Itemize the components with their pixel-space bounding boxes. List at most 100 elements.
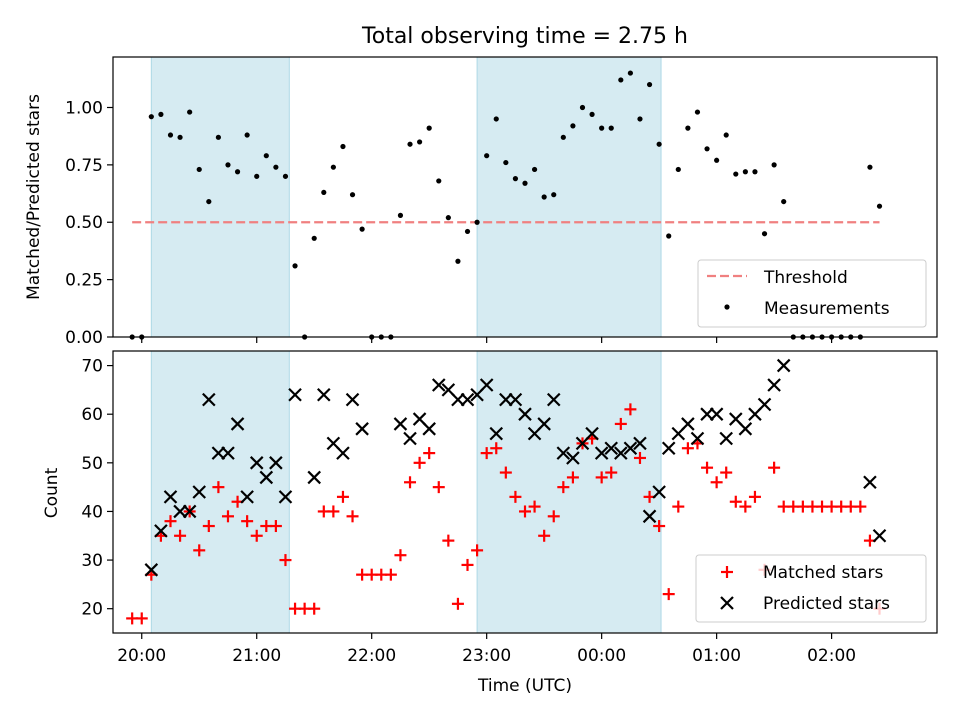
predicted-star-point: [345, 392, 360, 407]
measurement-point: [436, 178, 442, 184]
measurement-point: [464, 228, 471, 235]
matched-star-point: [212, 481, 225, 494]
matched-star-point: [538, 529, 551, 542]
matched-star-point: [413, 456, 426, 469]
marker-stroke: [163, 490, 178, 504]
marker-stroke: [422, 422, 436, 436]
legend-matched-label: Matched stars: [763, 563, 883, 583]
matched-star-point: [451, 597, 464, 610]
matched-star-point: [547, 510, 560, 523]
measurement-point: [206, 198, 212, 205]
measurement-point: [292, 263, 298, 269]
matched-star-point: [557, 481, 570, 494]
matched-star-point: [346, 510, 359, 523]
predicted-star-point: [259, 470, 274, 485]
measurement-point: [215, 134, 221, 140]
marker-stroke: [652, 485, 666, 499]
marker-stroke: [182, 504, 197, 519]
marker-stroke: [681, 417, 695, 431]
bottom-legend: Matched stars Predicted stars: [695, 554, 927, 623]
predicted-star-point: [269, 456, 283, 470]
marker-stroke: [623, 441, 638, 456]
marker-stroke: [738, 422, 753, 436]
y-tick-label: 60: [81, 405, 103, 425]
measurement-point: [551, 192, 557, 198]
matched-star-point: [327, 505, 340, 518]
top-shaded-regions: [150, 57, 662, 337]
matched-star-point: [748, 490, 761, 503]
predicted-star-point: [776, 358, 791, 373]
marker-stroke: [489, 426, 504, 441]
marker-stroke: [709, 407, 724, 421]
measurement-point: [196, 166, 202, 173]
matched-star-point: [605, 466, 618, 479]
measurement-point: [254, 173, 260, 179]
measurement-point: [177, 134, 183, 140]
measurement-point: [503, 159, 509, 166]
matched-star-point: [595, 471, 608, 484]
y-tick-label: 30: [81, 551, 103, 571]
top-axes-frame: [112, 56, 938, 338]
marker-stroke: [403, 431, 417, 446]
matched-star-point: [394, 549, 407, 562]
shaded-interval: [477, 57, 662, 337]
measurement-point: [637, 116, 643, 122]
measurement-point: [685, 125, 691, 131]
x-tick-label: 22:00: [347, 646, 396, 666]
top-y-ticks: 0.00 0.25 0.50 0.75 1.00: [65, 98, 113, 348]
x-tick-label: 00:00: [577, 646, 626, 666]
measurement-point: [781, 198, 787, 205]
marker-stroke: [661, 441, 676, 456]
predicted-star-point: [556, 446, 571, 460]
marker-stroke: [431, 378, 446, 392]
marker-stroke: [594, 446, 609, 460]
matched-star-point: [174, 529, 187, 542]
measurement-point: [484, 153, 490, 159]
predicted-star-point: [355, 422, 369, 436]
marker-stroke: [585, 426, 599, 441]
predicted-star-point: [202, 392, 216, 407]
bottom-legend-box: [695, 554, 927, 623]
predicted-star-point: [518, 407, 532, 421]
matched-star-point: [193, 544, 206, 557]
measurement-point: [273, 164, 279, 170]
measurement-point: [187, 109, 193, 115]
predicted-star-point: [537, 417, 551, 431]
marker-stroke: [412, 412, 427, 426]
measurement-point: [876, 203, 883, 209]
y-tick-label: 0.75: [65, 156, 103, 176]
y-tick-label: 50: [81, 454, 103, 474]
top-y-axis-label: Matched/Predicted stars: [24, 94, 44, 300]
marker-stroke: [221, 446, 235, 460]
predicted-star-point: [403, 431, 417, 446]
predicted-star-point: [566, 451, 580, 465]
measurement-point: [244, 132, 250, 138]
predicted-star-point: [288, 387, 302, 402]
predicted-star-point: [317, 387, 331, 402]
measurement-point: [311, 235, 317, 241]
matched-star-point: [490, 442, 503, 455]
marker-stroke: [211, 446, 226, 460]
marker-stroke: [719, 431, 733, 446]
matched-star-point: [729, 495, 742, 508]
x-tick-label: 20:00: [117, 646, 166, 666]
predicted-star-point: [508, 392, 523, 407]
matched-star-point: [404, 476, 417, 489]
marker-stroke: [269, 456, 283, 470]
x-tick-label: 02:00: [807, 646, 856, 666]
predicted-star-point: [422, 422, 436, 436]
predicted-star-point: [604, 441, 619, 456]
matched-star-point: [135, 612, 148, 625]
matched-star-point: [528, 500, 541, 513]
measurement-point: [148, 114, 154, 120]
marker-stroke: [757, 397, 772, 412]
measurement-point: [666, 233, 672, 239]
marker-stroke: [604, 441, 619, 456]
predicted-star-point: [700, 407, 714, 421]
measurement-point: [867, 164, 873, 170]
marker-stroke: [144, 563, 159, 577]
top-legend-box: [697, 259, 927, 328]
matched-star-point: [480, 447, 493, 460]
y-tick-label: 0.25: [65, 271, 103, 291]
predicted-star-point: [230, 417, 245, 431]
